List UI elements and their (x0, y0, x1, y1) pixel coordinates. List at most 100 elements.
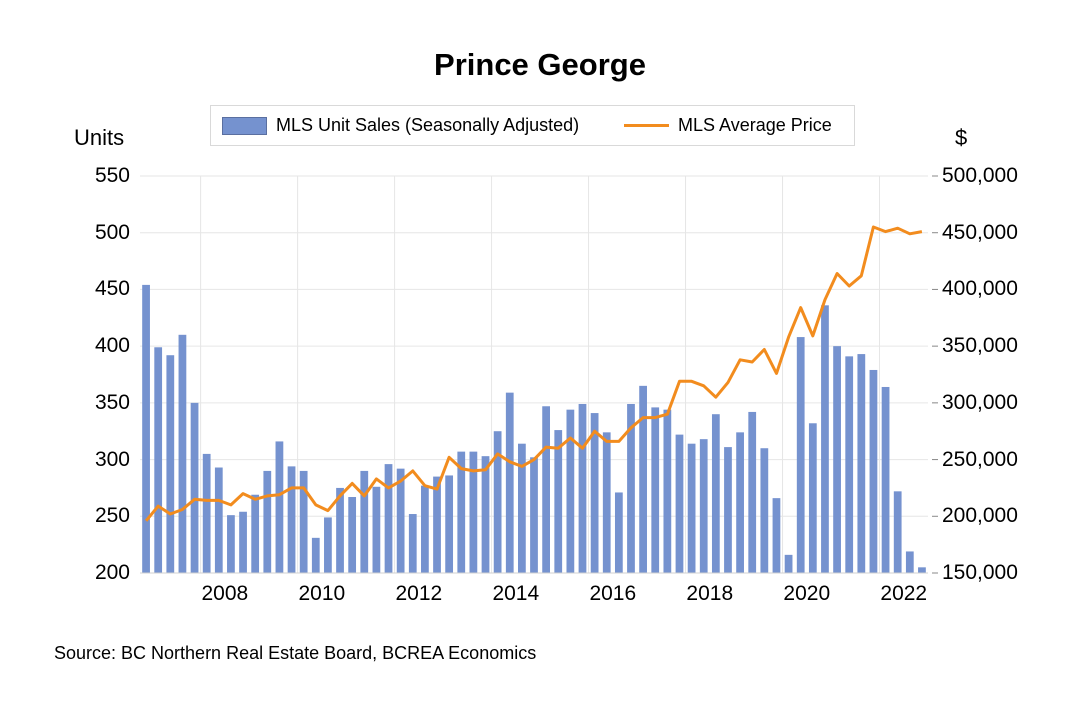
bar-unit-sales (275, 441, 284, 573)
bar-unit-sales (881, 386, 890, 573)
bar-unit-sales (457, 451, 466, 573)
left-axis-tick-label: 550 (94, 164, 130, 187)
bar-unit-sales (505, 392, 514, 573)
bar-unit-sales (918, 567, 926, 573)
bar-unit-sales (869, 369, 878, 573)
bar-unit-sales (663, 409, 672, 573)
bar-unit-sales (736, 432, 744, 573)
bar-unit-sales (578, 403, 587, 573)
bar-unit-sales (481, 456, 490, 573)
bar-unit-sales (760, 448, 769, 573)
bar-unit-sales (699, 439, 708, 573)
bar-unit-sales (687, 443, 696, 573)
bar-unit-sales (808, 423, 817, 573)
bar-unit-sales (772, 498, 781, 573)
bar-unit-sales (517, 443, 526, 573)
bar-unit-sales (190, 402, 199, 573)
bar-unit-sales (821, 305, 829, 573)
legend-swatch-line (624, 124, 669, 127)
bar-unit-sales (675, 434, 684, 573)
right-axis-unit-label: $ (955, 125, 968, 150)
bar-unit-sales (711, 414, 720, 573)
bar-unit-sales (724, 447, 732, 573)
bar-unit-sales (905, 551, 914, 573)
bar-unit-sales (178, 334, 187, 573)
left-axis-tick-label: 350 (94, 390, 130, 414)
bar-unit-sales (251, 494, 260, 573)
chart-legend: MLS Unit Sales (Seasonally Adjusted) MLS… (210, 105, 855, 146)
line-average-price (144, 225, 923, 522)
right-axis-tick-label: 200,000 (942, 504, 1018, 528)
bar-unit-sales (469, 451, 478, 573)
right-axis-tick-label: 150,000 (942, 561, 1018, 584)
bar-unit-sales (287, 466, 296, 573)
bar-unit-sales (566, 409, 575, 573)
bar-unit-sales (154, 347, 163, 573)
bar-unit-sales (590, 413, 599, 573)
bar-unit-sales (384, 464, 393, 573)
bar-unit-sales (421, 485, 429, 573)
bar-unit-sales (627, 403, 635, 573)
left-axis-tick-label: 250 (94, 504, 130, 528)
bar-unit-sales (396, 468, 405, 573)
bar-unit-sales (554, 430, 563, 573)
legend-label-average-price: MLS Average Price (678, 115, 832, 135)
x-axis-tick-label: 2020 (783, 582, 831, 605)
legend-item-average-price: MLS Average Price (624, 106, 832, 145)
left-axis-tick-label: 450 (94, 277, 130, 301)
right-axis-tick-label: 400,000 (942, 277, 1018, 301)
x-axis-tick-label: 2018 (686, 582, 734, 605)
x-axis-tick-label: 2014 (492, 582, 540, 605)
bar-unit-sales (360, 470, 369, 573)
legend-swatch-bars (222, 116, 267, 135)
legend-label-unit-sales: MLS Unit Sales (Seasonally Adjusted) (276, 115, 580, 135)
x-axis-tick-label: 2012 (395, 582, 443, 605)
x-axis-tick-label: 2022 (880, 582, 928, 605)
bar-unit-sales (445, 475, 454, 573)
bar-unit-sales (348, 497, 357, 573)
bar-unit-sales (542, 406, 551, 573)
bar-unit-sales (433, 476, 441, 573)
right-axis-tick-label: 450,000 (942, 220, 1018, 244)
bar-unit-sales (142, 284, 150, 573)
right-axis-tick-label: 300,000 (942, 390, 1018, 414)
bar-unit-sales (530, 457, 538, 573)
bar-unit-sales (784, 554, 793, 573)
bar-unit-sales (336, 487, 344, 573)
left-axis-tick-label: 500 (94, 220, 130, 244)
source-note: Source: BC Northern Real Estate Board, B… (54, 643, 537, 663)
bar-unit-sales (299, 470, 308, 573)
right-axis-tick-label: 350,000 (942, 334, 1018, 358)
bar-unit-sales (893, 491, 902, 573)
bar-unit-sales (845, 356, 854, 573)
bar-unit-sales (239, 511, 247, 573)
bar-unit-sales (651, 407, 660, 573)
bar-unit-sales (311, 537, 320, 573)
bar-unit-sales (214, 467, 223, 573)
bar-unit-sales (227, 515, 235, 573)
x-axis-tick-label: 2016 (589, 582, 637, 605)
bar-unit-sales (857, 354, 866, 573)
right-axis-tick-label: 500,000 (942, 164, 1018, 187)
left-axis-tick-label: 300 (94, 447, 130, 471)
bar-unit-sales (202, 453, 211, 573)
bar-unit-sales (796, 337, 805, 573)
legend-item-unit-sales: MLS Unit Sales (Seasonally Adjusted) (222, 106, 579, 145)
chart-title: Prince George (434, 47, 646, 82)
bar-unit-sales (166, 355, 175, 573)
bar-unit-sales (324, 517, 332, 573)
bar-unit-sales (372, 486, 381, 573)
bar-unit-sales (602, 432, 611, 573)
x-axis-tick-label: 2010 (298, 582, 346, 605)
left-axis-tick-label: 200 (94, 561, 130, 584)
x-axis-tick-label: 2008 (201, 582, 249, 605)
bar-unit-sales (748, 411, 757, 573)
right-axis-tick-label: 250,000 (942, 447, 1018, 471)
bar-unit-sales (408, 514, 417, 573)
bar-unit-sales (614, 492, 623, 573)
left-axis-unit-label: Units (74, 125, 125, 150)
bar-unit-sales (263, 470, 272, 573)
bar-unit-sales (493, 431, 502, 573)
bar-unit-sales (639, 385, 647, 573)
